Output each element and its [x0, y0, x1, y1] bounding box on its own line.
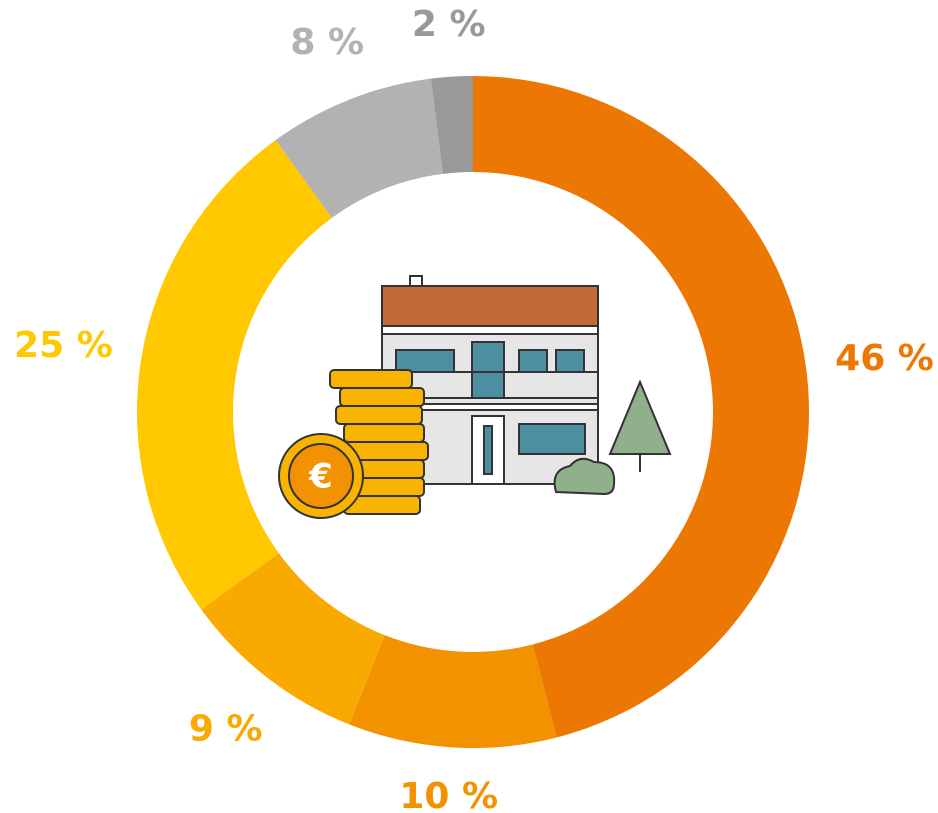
window — [519, 424, 585, 454]
chimney — [410, 276, 422, 286]
value-label: 25 % — [14, 325, 113, 366]
value-label: 8 % — [290, 22, 364, 63]
donut-slice — [349, 635, 556, 748]
value-label: 46 % — [835, 338, 934, 379]
door-glass — [484, 426, 492, 474]
value-label: 2 % — [412, 4, 486, 45]
window — [472, 342, 504, 398]
roof — [382, 286, 598, 326]
roof-edge — [382, 326, 598, 334]
tree — [610, 382, 670, 454]
window — [396, 350, 454, 372]
window — [556, 350, 584, 372]
donut-slice — [137, 140, 332, 609]
coin — [336, 406, 422, 424]
chart: € 46 % 10 % 9 % 25 % 8 % 2 % — [0, 0, 938, 813]
coin — [340, 388, 424, 406]
coin — [344, 424, 424, 442]
euro-sign: € — [308, 457, 333, 497]
value-label: 9 % — [189, 709, 263, 750]
illustration: € — [279, 276, 670, 518]
coins — [279, 370, 428, 518]
value-label: 10 % — [399, 776, 498, 813]
coin — [330, 370, 412, 388]
window — [519, 350, 547, 372]
